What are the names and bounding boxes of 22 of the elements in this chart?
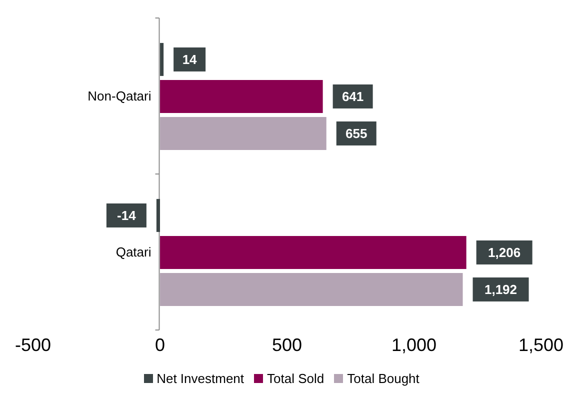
bar — [160, 80, 323, 113]
data-label: 14 — [182, 52, 198, 67]
bar — [160, 42, 164, 76]
x-tick-label: 0 — [154, 334, 166, 355]
x-tick-label: -500 — [14, 334, 52, 355]
legend-label: Total Bought — [347, 371, 420, 386]
x-tick-label: 500 — [272, 334, 302, 355]
legend-label: Net Investment — [156, 371, 244, 386]
y-tick-label: Qatari — [116, 244, 152, 260]
bar — [160, 236, 466, 269]
data-label: -14 — [117, 208, 137, 223]
data-label: 641 — [342, 88, 364, 104]
bar — [160, 116, 326, 150]
bar — [156, 198, 160, 232]
data-label: 655 — [346, 126, 368, 141]
legend-label: Total Sold — [267, 371, 324, 386]
y-tick-label: Non-Qatari — [88, 88, 152, 104]
data-label: 1,206 — [488, 244, 521, 260]
bar — [160, 272, 463, 306]
x-tick-label: 1,500 — [518, 334, 564, 355]
x-tick-label: 1,000 — [391, 334, 437, 355]
data-label: 1,192 — [484, 282, 518, 297]
